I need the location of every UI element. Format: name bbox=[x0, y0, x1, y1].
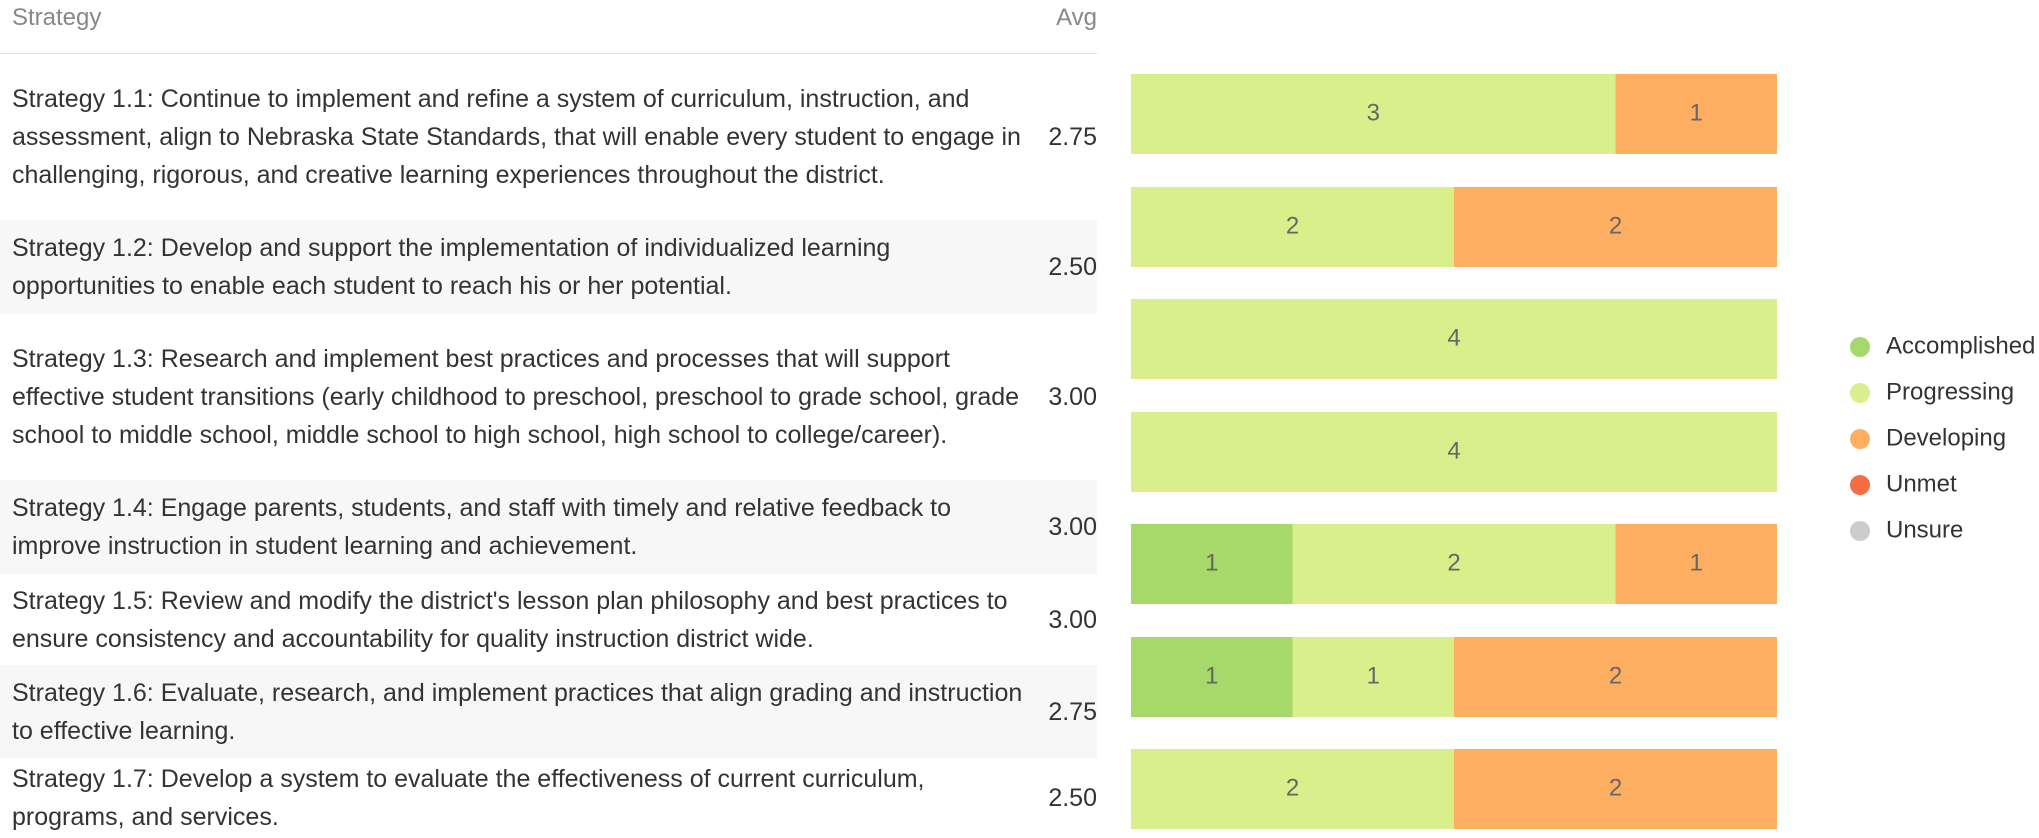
bar-segment bbox=[1131, 524, 1293, 604]
table-row: Strategy 1.1: Continue to implement and … bbox=[0, 54, 1097, 220]
legend-label: Progressing bbox=[1886, 378, 2014, 405]
legend-swatch bbox=[1850, 383, 1870, 403]
avg-cell: 3.00 bbox=[1048, 383, 1097, 411]
bar-segment bbox=[1615, 74, 1777, 154]
strategy-cell: Strategy 1.6: Evaluate, research, and im… bbox=[12, 678, 1023, 745]
data-label: 2 bbox=[1286, 774, 1299, 801]
legend-label: Accomplished bbox=[1886, 332, 2035, 359]
table-row: Strategy 1.3: Research and implement bes… bbox=[0, 314, 1097, 480]
bar-segment bbox=[1454, 749, 1777, 829]
data-label: 1 bbox=[1205, 662, 1218, 689]
strategy-cell: Strategy 1.5: Review and modify the dist… bbox=[12, 586, 1008, 653]
bar-segment bbox=[1292, 637, 1454, 717]
table-row: Strategy 1.5: Review and modify the dist… bbox=[0, 574, 1097, 665]
legend-swatch bbox=[1850, 475, 1870, 495]
table-row: Strategy 1.2: Develop and support the im… bbox=[0, 220, 1097, 314]
table-row: Strategy 1.6: Evaluate, research, and im… bbox=[0, 665, 1097, 758]
data-label: 3 bbox=[1367, 99, 1380, 126]
bar-segment bbox=[1131, 637, 1293, 717]
avg-cell: 2.50 bbox=[1048, 253, 1097, 281]
avg-cell: 3.00 bbox=[1048, 605, 1097, 634]
strategy-cell: Strategy 1.2: Develop and support the im… bbox=[12, 234, 891, 300]
bar-segment bbox=[1292, 524, 1616, 604]
data-label: 1 bbox=[1205, 549, 1218, 576]
bar-segment bbox=[1131, 749, 1454, 829]
legend-label: Unmet bbox=[1886, 470, 1957, 497]
data-label: 2 bbox=[1286, 212, 1299, 239]
legend-swatch bbox=[1850, 429, 1870, 449]
legend-label: Developing bbox=[1886, 424, 2006, 451]
table-header: Strategy Avg bbox=[0, 0, 1097, 54]
strategy-cell: Strategy 1.1: Continue to implement and … bbox=[12, 85, 1021, 189]
data-label: 4 bbox=[1447, 437, 1460, 464]
header-strategy: Strategy bbox=[12, 4, 102, 31]
bar-segment bbox=[1454, 637, 1777, 717]
data-label: 4 bbox=[1447, 324, 1460, 351]
strategy-cell: Strategy 1.3: Research and implement bes… bbox=[12, 345, 1020, 449]
legend-label: Unsure bbox=[1886, 516, 1963, 543]
data-label: 2 bbox=[1609, 212, 1622, 239]
legend-swatch bbox=[1850, 521, 1870, 541]
bar-segment bbox=[1131, 74, 1616, 154]
bar-segment bbox=[1131, 299, 1777, 379]
data-label: 1 bbox=[1367, 662, 1380, 689]
data-label: 1 bbox=[1690, 549, 1703, 576]
strategy-table: Strategy Avg Strategy 1.1: Continue to i… bbox=[0, 0, 1097, 837]
strategy-cell: Strategy 1.7: Develop a system to evalua… bbox=[12, 764, 925, 831]
bar-segment bbox=[1615, 524, 1777, 604]
bar-segment bbox=[1131, 187, 1454, 267]
data-label: 2 bbox=[1447, 549, 1460, 576]
table-row: Strategy 1.7: Develop a system to evalua… bbox=[0, 758, 1097, 837]
avg-cell: 2.50 bbox=[1048, 783, 1097, 812]
avg-cell: 3.00 bbox=[1048, 513, 1097, 541]
data-label: 2 bbox=[1609, 662, 1622, 689]
legend-swatch bbox=[1850, 337, 1870, 357]
table-row: Strategy 1.4: Engage parents, students, … bbox=[0, 480, 1097, 574]
avg-cell: 2.75 bbox=[1048, 697, 1097, 726]
avg-cell: 2.75 bbox=[1048, 123, 1097, 151]
header-avg: Avg bbox=[1056, 4, 1097, 31]
bar-segment bbox=[1131, 412, 1777, 492]
strategy-cell: Strategy 1.4: Engage parents, students, … bbox=[12, 494, 951, 560]
data-label: 2 bbox=[1609, 774, 1622, 801]
bar-segment bbox=[1454, 187, 1777, 267]
data-label: 1 bbox=[1690, 99, 1703, 126]
